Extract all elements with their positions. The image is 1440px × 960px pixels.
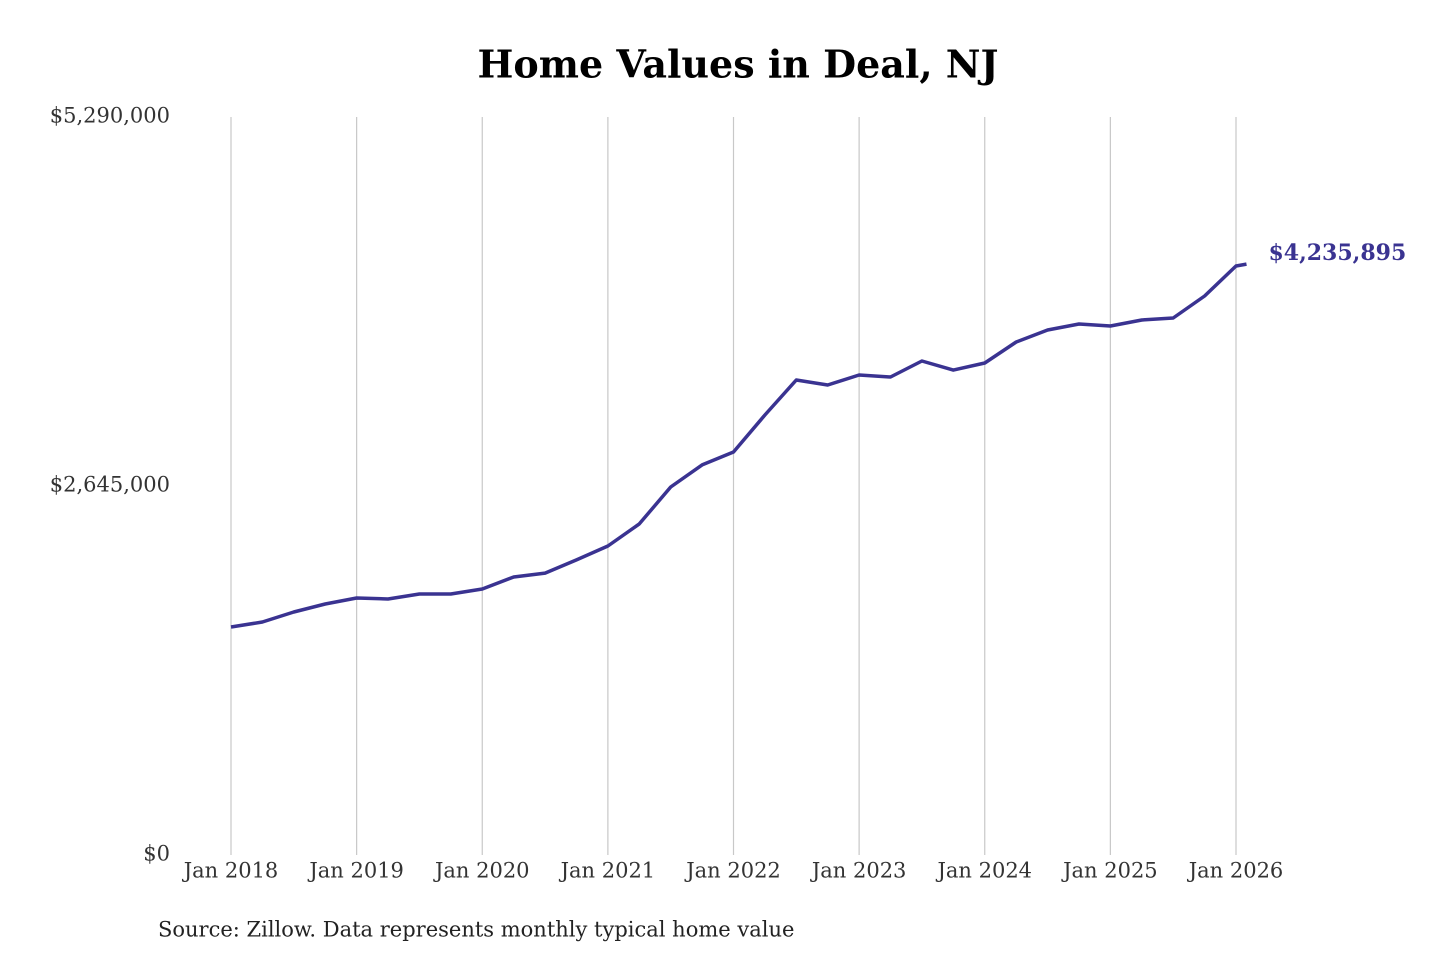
y-tick-label: $0 (143, 842, 170, 866)
x-tick-label: Jan 2025 (1061, 859, 1158, 883)
x-tick-label: Jan 2026 (1187, 859, 1284, 883)
x-tick-label: Jan 2022 (684, 859, 781, 883)
x-tick-label: Jan 2021 (559, 859, 656, 883)
chart-title: Home Values in Deal, NJ (478, 42, 999, 87)
value-label: $4,235,895 (1268, 240, 1406, 266)
x-tick-label: Jan 2020 (433, 859, 530, 883)
line (230, 262, 1247, 629)
x-tick-label: Jan 2023 (810, 859, 907, 883)
x-tick-label: Jan 2018 (182, 859, 279, 883)
y-tick-label: $5,290,000 (50, 104, 170, 128)
x-tick-label: Jan 2019 (307, 859, 404, 883)
source-note: Source: Zillow. Data represents monthly … (158, 918, 794, 942)
x-tick-label: Jan 2024 (935, 859, 1032, 883)
y-tick-label: $2,645,000 (50, 473, 170, 497)
